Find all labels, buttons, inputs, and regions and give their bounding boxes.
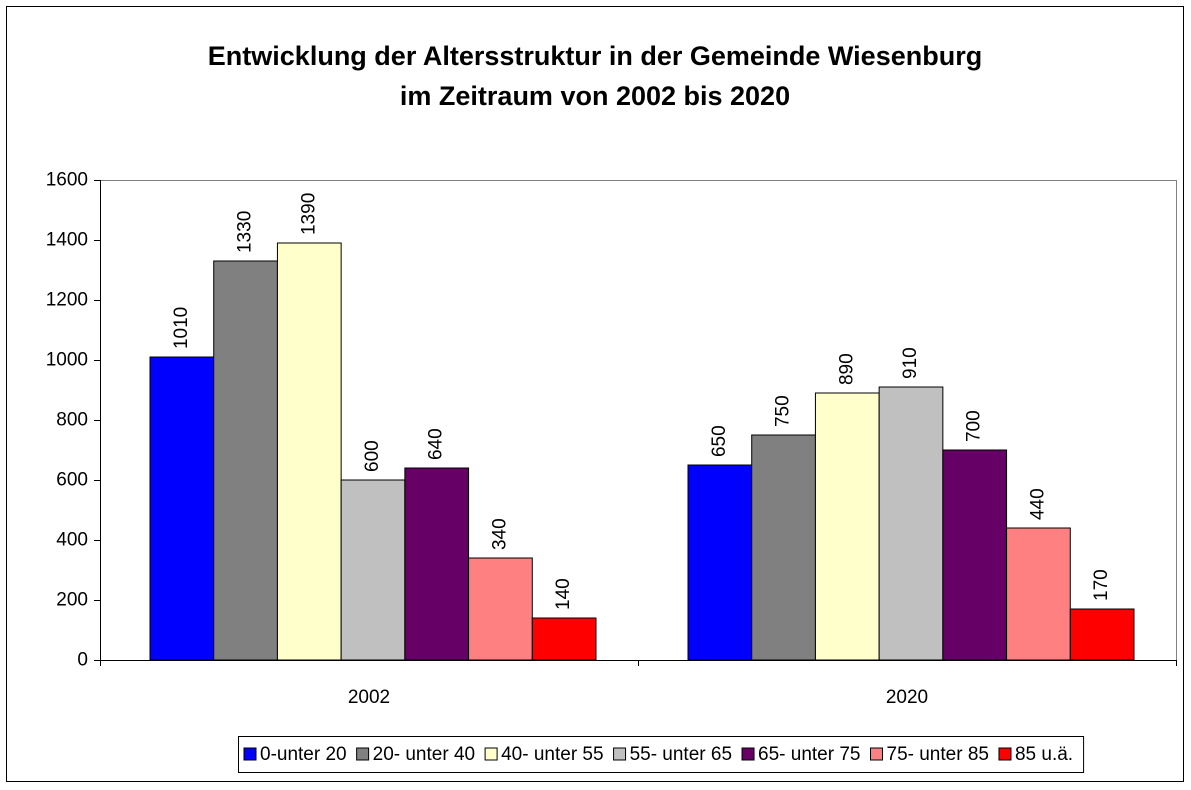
y-tick-label: 1200 [46, 290, 88, 311]
y-tick-label: 1000 [46, 350, 88, 371]
value-label: 340 [489, 518, 510, 550]
value-label: 750 [773, 395, 794, 427]
value-label: 640 [426, 428, 447, 460]
bar [1069, 608, 1135, 661]
value-label: 1330 [235, 211, 256, 253]
bar [751, 434, 816, 661]
legend [238, 736, 1085, 773]
bar [814, 392, 880, 661]
value-label: 650 [709, 425, 730, 457]
legend-swatch [243, 747, 257, 761]
value-label: 910 [900, 347, 921, 379]
legend-label: 85 u.ä. [1015, 744, 1073, 765]
chart-title: im Zeitraum von 2002 bis 2020 [400, 81, 790, 111]
legend-swatch [356, 747, 370, 761]
bar [1006, 527, 1071, 661]
bar [878, 386, 944, 661]
x-tick-label: 2002 [348, 687, 390, 708]
y-tick-label: 1400 [46, 230, 88, 251]
bar [531, 617, 597, 661]
value-label: 700 [964, 410, 985, 442]
bar [942, 449, 1008, 661]
legend-swatch [741, 747, 755, 761]
y-tick-label: 400 [56, 530, 88, 551]
legend-swatch [613, 747, 627, 761]
legend-swatch [998, 747, 1012, 761]
legend-label: 55- unter 65 [630, 744, 732, 765]
legend-label: 65- unter 75 [758, 744, 860, 765]
y-tick-label: 800 [56, 410, 88, 431]
legend-label: 20- unter 40 [373, 744, 475, 765]
legend-label: 0-unter 20 [260, 744, 347, 765]
value-label: 890 [836, 353, 857, 385]
legend-label: 40- unter 55 [501, 744, 603, 765]
y-tick-label: 200 [56, 590, 88, 611]
value-label: 600 [362, 440, 383, 472]
bar [340, 479, 406, 661]
bar [276, 242, 342, 661]
chart-title: Entwicklung der Altersstruktur in der Ge… [208, 41, 982, 71]
value-label: 170 [1091, 569, 1112, 601]
bar [404, 467, 470, 661]
bar [687, 464, 753, 661]
y-tick-label: 600 [56, 470, 88, 491]
bar [468, 557, 533, 661]
legend-label: 75- unter 85 [887, 744, 989, 765]
value-label: 1010 [171, 307, 192, 349]
y-tick-label: 0 [77, 650, 88, 671]
legend-swatch [870, 747, 883, 761]
value-label: 1390 [298, 193, 319, 235]
value-label: 440 [1027, 488, 1048, 520]
x-tick-label: 2020 [886, 687, 928, 708]
bar [149, 356, 215, 661]
legend-swatch [484, 747, 498, 761]
bar [213, 260, 278, 661]
y-tick-label: 1600 [46, 170, 88, 191]
value-label: 140 [553, 578, 574, 610]
